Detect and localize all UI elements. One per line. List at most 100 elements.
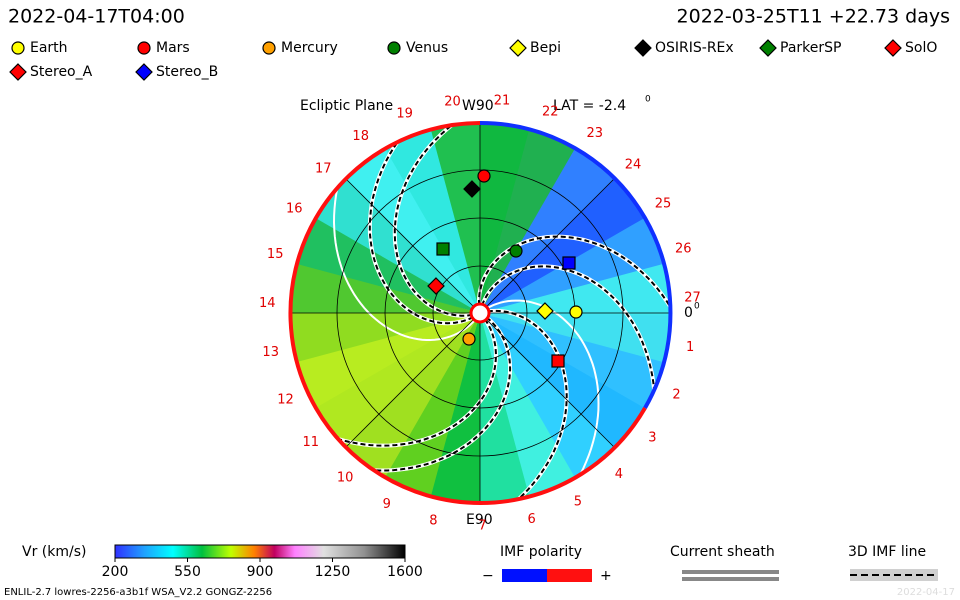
e90-label: E90: [466, 512, 493, 528]
time-label: 2022-04-17T04:00: [8, 6, 185, 28]
imf-line: [487, 309, 568, 503]
legend-symbol: [759, 39, 777, 57]
imf-line: [330, 318, 498, 447]
angle-label: 5: [574, 495, 582, 510]
angle-label: 8: [429, 513, 437, 528]
colorbar-title: Vr (km/s): [22, 544, 86, 560]
colorbar-tick-label: 1250: [315, 564, 351, 580]
solar-wind-map: [290, 123, 670, 503]
legend-symbol: [262, 41, 276, 55]
w90-label: W90: [462, 98, 494, 114]
colorbar: [114, 544, 406, 559]
polarity-title: IMF polarity: [500, 544, 582, 560]
legend-label: Venus: [406, 40, 448, 56]
angle-label: 15: [267, 247, 284, 262]
sheath-line: [682, 577, 779, 581]
angle-label: 1: [686, 340, 694, 355]
legend-label: Stereo_A: [30, 64, 93, 80]
wind-sector: [428, 123, 483, 313]
angle-label: 2: [672, 388, 680, 403]
angle-label: 7: [478, 518, 486, 533]
wind-sector: [336, 313, 480, 487]
polarity-negative: [502, 569, 547, 582]
wind-sector: [290, 313, 480, 413]
angle-label: 22: [542, 104, 559, 119]
legend-label: Mercury: [281, 40, 338, 56]
spoke: [345, 178, 481, 314]
legend-label: ParkerSP: [780, 40, 841, 56]
wind-sector: [480, 313, 580, 503]
parker-sp: [436, 242, 450, 256]
wind-sector: [290, 310, 480, 365]
angle-label: 21: [494, 94, 511, 109]
rim-red: [288, 121, 647, 505]
imf-line: [365, 316, 512, 472]
imf-line: [368, 134, 474, 325]
legend-symbol: [137, 41, 151, 55]
stereo-b: [562, 256, 576, 270]
rim-blue: [479, 120, 673, 409]
sheath-title: Current sheath: [670, 544, 775, 560]
legend-label: Stereo_B: [156, 64, 218, 80]
angle-label: 23: [586, 126, 603, 141]
colorbar-tick-label: 200: [102, 564, 129, 580]
polarity-positive: [547, 569, 592, 582]
angle-label: 27: [684, 291, 701, 306]
wind-sector: [338, 138, 480, 313]
angle-label: 9: [383, 497, 391, 512]
venus: [509, 244, 523, 258]
wind-sector: [305, 313, 480, 455]
wind-sector: [480, 213, 670, 313]
mars: [477, 169, 491, 183]
stereo-a: [551, 354, 565, 368]
osiris-rex: [463, 180, 481, 198]
legend: Earth Mars Mercury Venus Bepi OSIRIS-REx Parke…: [9, 39, 937, 81]
angle-label: 25: [655, 197, 672, 212]
rim: [288, 120, 673, 505]
legend-label: Mars: [156, 40, 190, 56]
angle-label: 19: [396, 106, 413, 121]
legend-symbol: [634, 39, 652, 57]
footer-left: ENLIL-2.7 lowres-2256-a3b1f WSA_V2.2 GON…: [4, 587, 272, 598]
polarity-plus: +: [600, 568, 612, 584]
angle-label: 13: [262, 345, 279, 360]
lat-unit: 0: [645, 95, 651, 105]
earth: [569, 305, 583, 319]
angle-label: 24: [625, 157, 642, 172]
spoke: [479, 312, 615, 448]
zero-label: 0: [684, 305, 693, 321]
legend-label: Earth: [30, 40, 68, 56]
solo: [427, 277, 445, 295]
imf-line: [477, 235, 670, 314]
wind-sector: [380, 123, 480, 313]
legend-label: Bepi: [530, 40, 561, 56]
current-sheath: [486, 299, 600, 482]
polarity-minus: −: [482, 568, 494, 584]
legend-label: OSIRIS-REx: [655, 40, 734, 56]
spacecraft: [427, 169, 583, 368]
colorbar-tick-label: 550: [174, 564, 201, 580]
zero-unit: 0: [694, 302, 700, 312]
legend-symbol: [11, 41, 25, 55]
spoke: [345, 312, 481, 448]
angle-label: 14: [259, 296, 276, 311]
wind-sector: [377, 313, 480, 503]
legend-symbol: [509, 39, 527, 57]
spoke: [479, 178, 615, 314]
angle-label: 16: [286, 201, 303, 216]
angle-label: 11: [302, 435, 319, 450]
plot-title: Ecliptic Plane: [300, 98, 393, 114]
angle-label: 3: [648, 431, 656, 446]
angle-label: 12: [277, 392, 294, 407]
footer-right: 2022-04-17: [897, 587, 955, 598]
angle-label: 17: [315, 161, 332, 176]
lat-label: LAT = -2.4: [553, 98, 626, 114]
legend-symbol: [9, 63, 27, 81]
mercury: [462, 332, 476, 346]
colorbar-ticks: 200 550 900 1250 1600: [102, 558, 423, 580]
angle-label: 18: [352, 129, 369, 144]
wind-sector: [477, 313, 532, 503]
reference-label: 2022-03-25T11 +22.73 days: [677, 6, 950, 28]
wind-sector: [480, 171, 655, 313]
